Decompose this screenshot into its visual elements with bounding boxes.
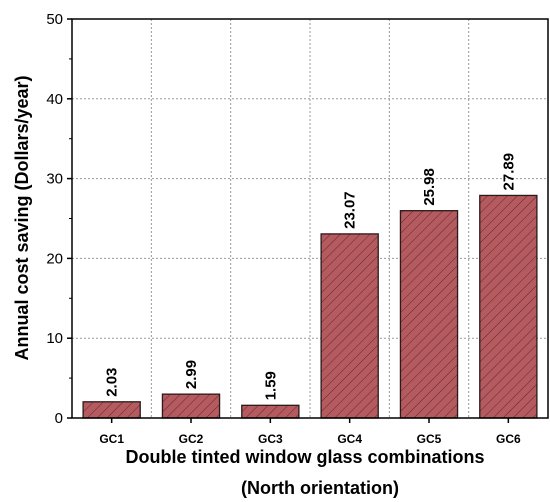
y-tick-label: 20 xyxy=(46,250,63,267)
value-label: 2.99 xyxy=(183,360,200,389)
x-tick-label: GC2 xyxy=(179,432,204,446)
plot-border xyxy=(71,18,549,419)
x-tick-label: GC1 xyxy=(99,432,124,446)
x-axis-title: Double tinted window glass combinations xyxy=(125,447,484,467)
y-tick-label: 0 xyxy=(55,410,63,427)
x-axis-title-line2: (North orientation) xyxy=(241,478,399,498)
plot-frame xyxy=(67,18,549,423)
bar-hatch-gc4 xyxy=(320,233,379,419)
value-label: 1.59 xyxy=(262,371,279,400)
bar-hatch-gc1 xyxy=(82,401,141,419)
labels: 2.03 GC1 2.99 GC2 1.59 GC3 23.07 GC4 25.98 GC5 27.… xyxy=(46,11,521,446)
bar-hatch-gc6 xyxy=(479,194,538,419)
grid-lines xyxy=(72,19,548,418)
y-tick-label: 50 xyxy=(46,11,63,28)
bar-hatch-gc5 xyxy=(399,210,459,419)
y-axis-title: Annual cost saving (Dollars/year) xyxy=(12,75,32,360)
value-label: 2.03 xyxy=(104,368,121,397)
value-label: 27.89 xyxy=(500,153,517,191)
bar-hatch-gc2 xyxy=(161,393,221,419)
y-tick-label: 40 xyxy=(46,91,63,108)
x-tick-label: GC5 xyxy=(417,432,442,446)
bars xyxy=(82,194,538,419)
value-label: 25.98 xyxy=(421,168,438,206)
y-tick-label: 10 xyxy=(46,330,63,347)
value-label: 23.07 xyxy=(342,191,359,229)
x-tick-label: GC3 xyxy=(258,432,283,446)
bar-hatch-gc3 xyxy=(241,404,300,419)
y-tick-label: 30 xyxy=(46,171,63,188)
x-tick-label: GC6 xyxy=(496,432,521,446)
x-tick-label: GC4 xyxy=(337,432,362,446)
